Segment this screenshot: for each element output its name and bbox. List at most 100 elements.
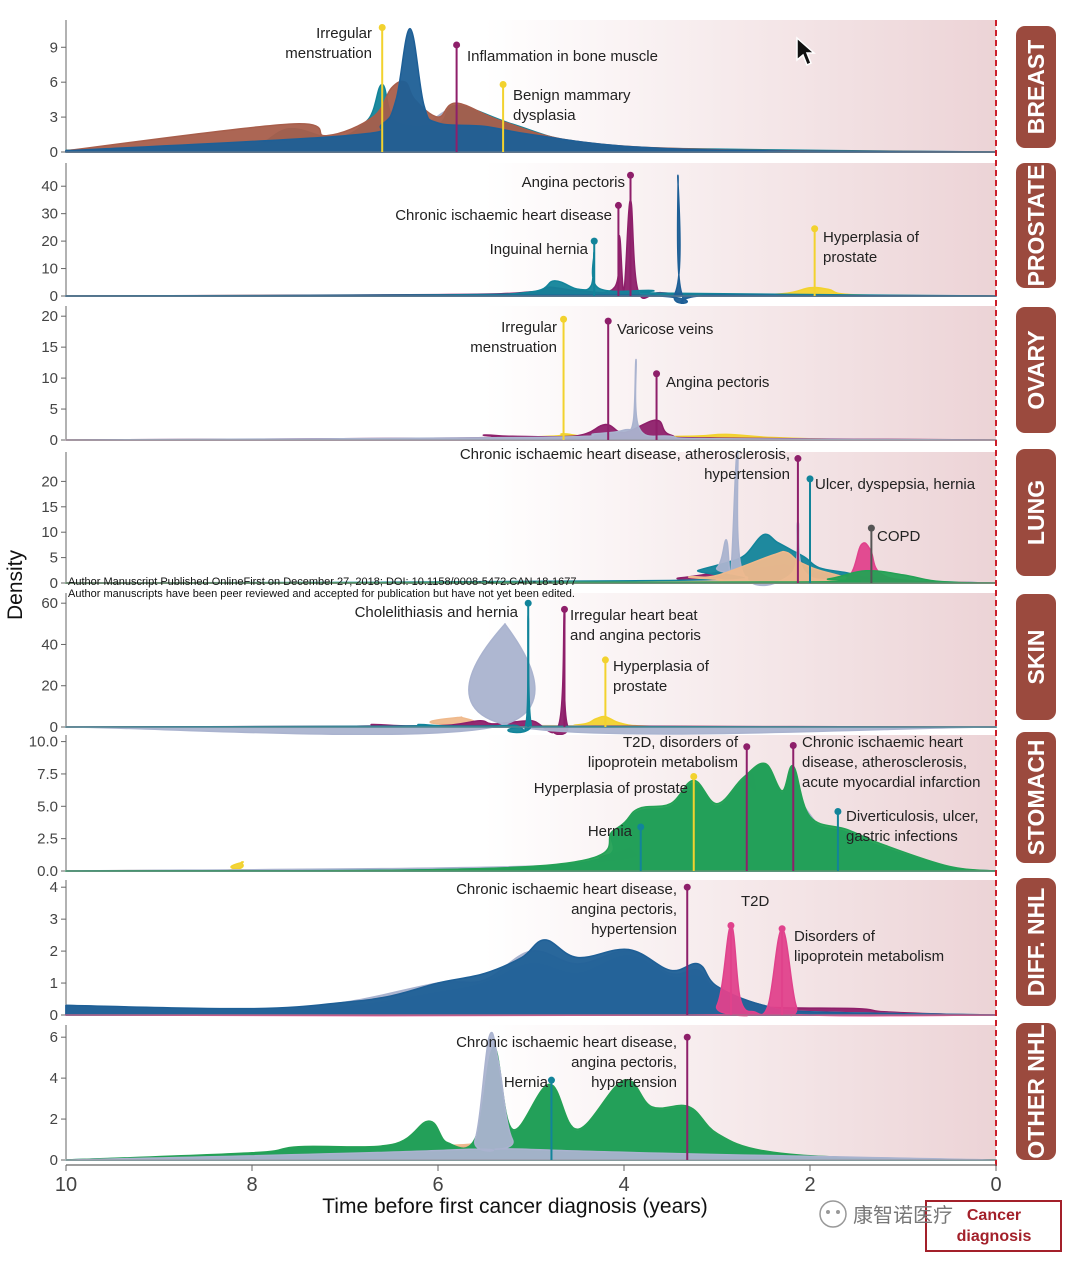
annotation-label: Cholelithiasis and hernia	[355, 604, 519, 621]
annotation-label: Hyperplasia of prostate	[613, 658, 710, 695]
annotation: Hyperplasia of prostate	[601, 656, 710, 727]
y-tick-label: 2	[50, 943, 58, 960]
strip-label: DIFF. NHL	[1023, 888, 1049, 997]
y-tick-label: 20	[41, 233, 58, 250]
strip-background	[1016, 732, 1056, 863]
annotation-label: Irregular menstruation	[470, 319, 557, 356]
annotation-dot	[806, 475, 814, 483]
y-tick-label: 15	[41, 339, 58, 356]
y-tick-label: 20	[41, 678, 58, 695]
x-tick-label: 0	[990, 1174, 1001, 1196]
y-tick-label: 10	[41, 370, 58, 387]
annotation-label: Chronic ischaemic heart disease, angina p…	[456, 1034, 677, 1091]
annotation: Benign mammary dysplasia	[499, 81, 631, 152]
x-tick-label: 8	[246, 1174, 257, 1196]
y-tick-label: 40	[41, 636, 58, 653]
annotation-dot	[601, 656, 609, 664]
y-tick-label: 0	[50, 1152, 58, 1169]
annotation-dot	[683, 1033, 691, 1041]
annotation-dot	[627, 171, 635, 179]
panel-skin: 0 20 40 60 Cholelithiasis and hernia Irregula…	[41, 593, 1056, 736]
annotation-dot	[378, 23, 386, 31]
strip-stomach: STOMACH	[1016, 732, 1056, 863]
watermark-text: 康智诺医疗	[853, 1204, 953, 1227]
series-area-lavender	[65, 358, 997, 441]
annotation: Irregular heart beat and angina pectoris	[560, 605, 701, 727]
panel-lung: 0 5 10 15 20 Chronic ischaemic heart disease,…	[41, 446, 1056, 592]
strip-label: OVARY	[1023, 330, 1049, 409]
annotation-label: Chronic ischaemic heart disease	[395, 207, 612, 224]
strip-label: PROSTATE	[1023, 165, 1049, 287]
annotation-dot	[614, 201, 622, 209]
annotation: T2D, disorders of lipoprotein metabolism	[588, 734, 751, 871]
badge-line-1: Cancer	[967, 1207, 1021, 1224]
annotation: Inflammation in bone muscle	[453, 41, 658, 152]
mouse-pointer-icon	[796, 36, 816, 67]
annotation-dot	[560, 315, 568, 323]
strip-label: BREAST	[1023, 40, 1049, 135]
strip-prostate: PROSTATE	[1016, 163, 1056, 288]
x-tick-label: 6	[432, 1174, 443, 1196]
panel-background	[66, 163, 996, 296]
annotation-dot	[524, 599, 532, 607]
y-tick-label: 0.0	[37, 863, 58, 880]
annotation-dot	[453, 41, 461, 49]
y-tick-label: 60	[41, 595, 58, 612]
annotation: Hernia	[504, 1074, 555, 1160]
strip-background	[1016, 594, 1056, 720]
annotation: Diverticulosis, ulcer, gastric infections	[834, 807, 979, 871]
strip-label: SKIN	[1023, 630, 1049, 685]
panel-ovary: 0 5 10 15 20 Irregular menstruation Varicose ve…	[41, 306, 1056, 449]
annotation: Cholelithiasis and hernia	[355, 599, 532, 727]
y-tick-label: 3	[50, 911, 58, 928]
annotation: Angina pectoris	[522, 171, 635, 296]
y-axis-title: Density	[4, 549, 27, 620]
y-tick-label: 20	[41, 308, 58, 325]
annotation-label: Chronic ischaemic heart disease, angina p…	[456, 881, 677, 938]
x-axis-title: Time before first cancer diagnosis (year…	[322, 1195, 708, 1218]
panel-prostate: 0 10 20 30 40 Angina pectoris Chronic ischaemi…	[41, 163, 1056, 305]
annotation: Irregular menstruation	[470, 315, 568, 440]
series-area-navy	[65, 939, 997, 1016]
cancer-diagnosis-badge: Cancer diagnosis	[925, 1200, 1062, 1252]
annotation: Hyperplasia of prostate	[534, 773, 698, 871]
annotation-dot	[727, 922, 735, 930]
series-area-lavender	[65, 623, 997, 736]
series-area-navy	[65, 27, 997, 153]
y-tick-label: 0	[50, 719, 58, 736]
watermark: 康智诺医疗	[819, 1200, 953, 1228]
annotation-dot	[590, 237, 598, 245]
annotation-dot	[794, 455, 802, 463]
y-tick-label: 6	[50, 74, 58, 91]
panels: 0 3 6 9 Irregular menstruation Inflammation in…	[29, 20, 1056, 1169]
strip-label: STOMACH	[1023, 740, 1049, 856]
y-tick-label: 4	[50, 879, 58, 896]
panel-background	[66, 452, 996, 583]
annotation-label: Chronic ischaemic heart disease, atheros…	[460, 446, 790, 483]
series-area-green	[65, 762, 997, 872]
y-tick-label: 2.5	[37, 831, 58, 848]
series-area-teal	[65, 614, 997, 734]
annotation-label: Angina pectoris	[666, 374, 769, 391]
annotation: Chronic ischaemic heart disease, atheros…	[460, 446, 802, 583]
y-tick-label: 0	[50, 288, 58, 305]
annotation-dot	[778, 925, 786, 933]
x-tick-label: 4	[618, 1174, 629, 1196]
strip-other-nhl: OTHER NHL	[1016, 1023, 1056, 1160]
annotation: COPD	[867, 524, 921, 583]
x-tick-label: 10	[55, 1174, 77, 1196]
y-tick-label: 5	[50, 401, 58, 418]
annotation-dot	[499, 81, 507, 89]
y-tick-label: 0	[50, 1007, 58, 1024]
annotation-label: Chronic ischaemic heart disease, atherosc…	[802, 734, 980, 791]
annotation: Disorders of lipoprotein metabolism	[778, 925, 944, 1015]
strip-background	[1016, 163, 1056, 288]
strip-background	[1016, 307, 1056, 433]
y-tick-label: 7.5	[37, 766, 58, 783]
panel-breast: 0 3 6 9 Irregular menstruation Inflammation in…	[50, 20, 1056, 161]
y-tick-label: 0	[50, 432, 58, 449]
annotation: Chronic ischaemic heart disease, angina p…	[456, 1033, 691, 1160]
annotation-label: Hernia	[588, 823, 633, 840]
annotation-dot	[683, 883, 691, 891]
y-tick-label: 10.0	[29, 734, 58, 751]
